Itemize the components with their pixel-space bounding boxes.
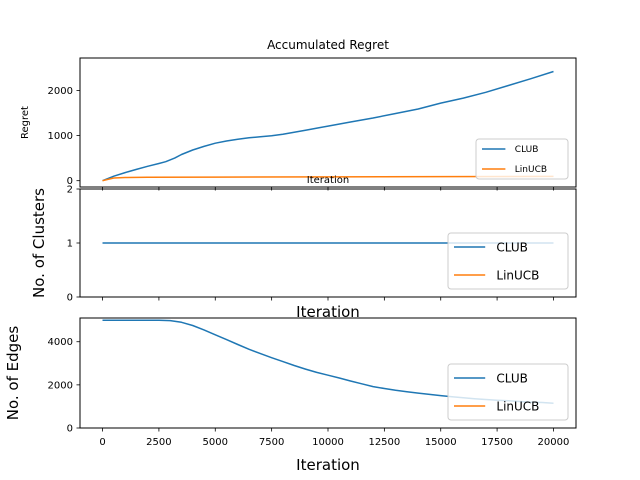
x-axis-label: Iteration bbox=[307, 175, 349, 186]
y-tick-label: 4000 bbox=[48, 337, 73, 348]
y-tick-label: 0 bbox=[67, 424, 73, 435]
legend-label-club: CLUB bbox=[496, 371, 527, 385]
legend-label-club: CLUB bbox=[496, 240, 527, 254]
y-tick-label: 2000 bbox=[48, 86, 73, 97]
x-axis-label: Iteration bbox=[296, 303, 360, 321]
x-tick-label: 0 bbox=[99, 437, 105, 448]
y-tick-label: 2000 bbox=[48, 380, 73, 391]
legend: CLUB LinUCB bbox=[475, 138, 569, 180]
y-tick-label: 2 bbox=[67, 185, 73, 196]
x-tick-label: 20000 bbox=[538, 437, 570, 448]
legend-label-linucb: LinUCB bbox=[515, 165, 547, 175]
y-tick-label: 0 bbox=[67, 293, 73, 304]
chart-panel-3: 0 2500 5000 7500 10000 12500 15000 17500 20000 0 2… bbox=[4, 317, 577, 474]
chart-panel-2: 0 1 2 Iteration No. of Clusters CLUB LinUCB bbox=[30, 185, 577, 321]
x-tick-label: 7500 bbox=[259, 437, 284, 448]
y-tick-label: 0 bbox=[67, 176, 73, 187]
y-tick-label: 1000 bbox=[48, 131, 73, 142]
x-tick-label: 12500 bbox=[368, 437, 400, 448]
x-tick-label: 15000 bbox=[425, 437, 457, 448]
x-tick-label: 17500 bbox=[481, 437, 513, 448]
x-axis-label: Iteration bbox=[296, 456, 360, 474]
chart-title: Accumulated Regret bbox=[267, 38, 389, 52]
legend-label-club: CLUB bbox=[515, 145, 539, 155]
x-tick-label: 2500 bbox=[146, 437, 171, 448]
y-tick-label: 1 bbox=[67, 239, 73, 250]
y-axis-label: No. of Clusters bbox=[30, 188, 48, 298]
x-tick-label: 10000 bbox=[312, 437, 344, 448]
legend: CLUB LinUCB bbox=[447, 232, 569, 290]
chart-panel-1: Accumulated Regret 0 1000 2000 Iteration Regr… bbox=[20, 38, 577, 191]
y-axis-label: No. of Edges bbox=[4, 326, 22, 421]
legend: CLUB LinUCB bbox=[447, 363, 569, 421]
x-tick-label: 5000 bbox=[203, 437, 228, 448]
legend-label-linucb: LinUCB bbox=[496, 399, 539, 413]
series-line-club bbox=[102, 70, 554, 182]
series-line-linucb bbox=[102, 175, 554, 182]
legend-label-linucb: LinUCB bbox=[496, 268, 539, 282]
y-axis-label: Regret bbox=[20, 106, 31, 139]
